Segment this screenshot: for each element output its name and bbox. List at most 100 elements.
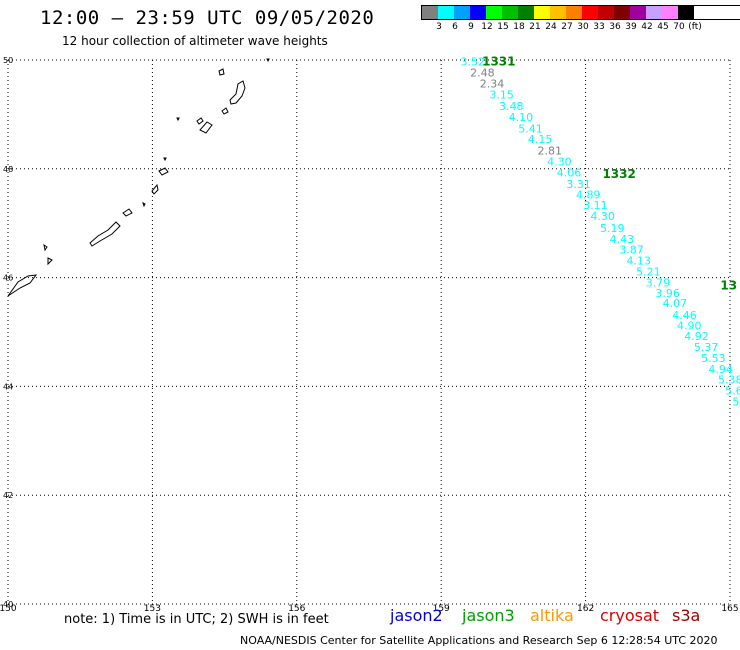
swh-observation: 5.19 <box>600 222 625 235</box>
island-outline <box>158 167 169 176</box>
legend-swatch <box>454 6 470 19</box>
pass-labels: 1331 1332 13 <box>482 54 737 292</box>
legend-labels: 3 6 9 12 15 18 21 24 27 30 33 36 39 42 45 70 (ft) <box>421 20 740 32</box>
legend-label: 70 <box>673 22 685 32</box>
altimeter-observations: 3.522.482.343.153.484.105.414.152.814.30… <box>460 55 740 419</box>
swh-observation: 4.13 <box>627 255 652 268</box>
swh-observation: 4.15 <box>528 133 553 146</box>
island-outline <box>122 208 133 217</box>
legend-swatch <box>582 6 598 19</box>
island-outline <box>47 257 53 266</box>
legend-label: 39 <box>625 22 637 32</box>
lat-tick-label: 40 <box>3 600 13 609</box>
legend-swatch <box>422 6 438 19</box>
legend-swatch <box>566 6 582 19</box>
legend-swatch <box>486 6 502 19</box>
swh-observation: 4.94 <box>708 363 733 376</box>
swh-observation: 4.30 <box>547 156 572 169</box>
lon-tick-label: 156 <box>288 604 305 614</box>
swh-observation: 4.43 <box>610 233 635 246</box>
swh-observation: 5.53 <box>701 352 726 365</box>
swh-observation: 4.06 <box>557 166 582 179</box>
swh-observation: 5.38 <box>718 374 740 387</box>
swh-observation: 2.81 <box>537 145 562 158</box>
legend-label: 27 <box>561 22 573 32</box>
swh-observation: 3.15 <box>489 89 514 102</box>
island-outline <box>199 121 213 134</box>
island-outline <box>151 183 159 195</box>
island-outline <box>266 58 270 63</box>
swh-observation: 4.46 <box>672 309 697 322</box>
satellite-name: cryosat <box>600 606 660 625</box>
legend-swatch <box>678 6 694 19</box>
legend-label: 21 <box>529 22 541 32</box>
swh-observation: 4.30 <box>590 210 615 223</box>
island-outline <box>89 221 121 247</box>
satellite-name: jason3 <box>462 606 515 625</box>
swh-observation: 3.11 <box>583 199 608 212</box>
legend-label: 45 <box>657 22 669 32</box>
swh-observation: 2.48 <box>470 66 495 79</box>
swh-observation: 3.52 <box>460 55 485 68</box>
legend-label: 15 <box>497 22 509 32</box>
legend-swatch <box>470 6 486 19</box>
legend-label: 42 <box>641 22 653 32</box>
map-subtitle: 12 hour collection of altimeter wave hei… <box>62 34 328 48</box>
swh-observation: 3.96 <box>655 287 680 300</box>
legend-label: (ft) <box>688 22 702 32</box>
credit-line: NOAA/NESDIS Center for Satellite Applica… <box>240 634 718 647</box>
island-outline <box>142 202 146 208</box>
island-outline <box>43 243 48 252</box>
island-outline <box>221 107 229 115</box>
lon-tick-label: 150 <box>0 604 17 614</box>
swh-observation: 3.31 <box>566 178 591 191</box>
lat-tick-label: 46 <box>3 274 13 283</box>
lat-tick-label: 48 <box>3 165 13 174</box>
legend-label: 33 <box>593 22 605 32</box>
swh-observation: 2.34 <box>480 78 505 91</box>
pass-number: 1331 <box>482 54 515 68</box>
lat-lon-grid <box>7 59 731 605</box>
legend-swatch <box>438 6 454 19</box>
satellite-name: altika <box>530 606 574 625</box>
coastline-kuril-islands <box>7 58 270 297</box>
swh-observation: 3.87 <box>619 244 644 257</box>
color-legend: 3 6 9 12 15 18 21 24 27 30 33 36 39 42 45 70 (ft) <box>421 5 740 32</box>
swh-observation: 3.48 <box>499 100 523 113</box>
legend-swatch <box>646 6 662 19</box>
legend-swatch <box>630 6 646 19</box>
legend-swatch <box>662 6 678 19</box>
swh-observation: 5.62 <box>725 385 740 398</box>
swh-observation: 5.37 <box>694 341 719 354</box>
swh-observation: 3.79 <box>646 276 671 289</box>
legend-label: 9 <box>468 22 474 32</box>
island-outline <box>7 274 38 297</box>
swh-observation: 4.90 <box>677 319 702 332</box>
pass-number: 1332 <box>602 167 635 181</box>
legend-swatch <box>550 6 566 19</box>
footer-note: note: 1) Time is in UTC; 2) SWH is in fe… <box>64 612 329 627</box>
lon-tick-label: 159 <box>433 604 450 614</box>
legend-label: 6 <box>452 22 458 32</box>
swh-observation: 4.92 <box>684 330 709 343</box>
lon-tick-label: 165 <box>721 604 738 614</box>
legend-label: 3 <box>436 22 442 32</box>
lat-tick-label: 44 <box>3 382 13 391</box>
island-outline <box>229 80 246 105</box>
legend-swatch <box>502 6 518 19</box>
legend-swatch <box>518 6 534 19</box>
swh-observation: 4.10 <box>509 111 534 124</box>
axis-tick-labels: 150 153 156 159 162 165 50 48 46 44 42 40 <box>0 56 739 614</box>
swh-observation: 5.62 <box>732 395 740 408</box>
legend-swatch <box>614 6 630 19</box>
satellite-name: jason2 <box>390 606 443 625</box>
swh-observation: 5.21 <box>636 265 661 278</box>
legend-swatch <box>534 6 550 19</box>
legend-label: 18 <box>513 22 525 32</box>
lon-tick-label: 153 <box>144 604 161 614</box>
pass-number: 13 <box>720 279 737 293</box>
legend-label: 36 <box>609 22 621 32</box>
lat-tick-label: 50 <box>3 56 13 65</box>
lon-tick-label: 162 <box>577 604 594 614</box>
map-title: 12:00 – 23:59 UTC 09/05/2020 <box>40 7 375 29</box>
